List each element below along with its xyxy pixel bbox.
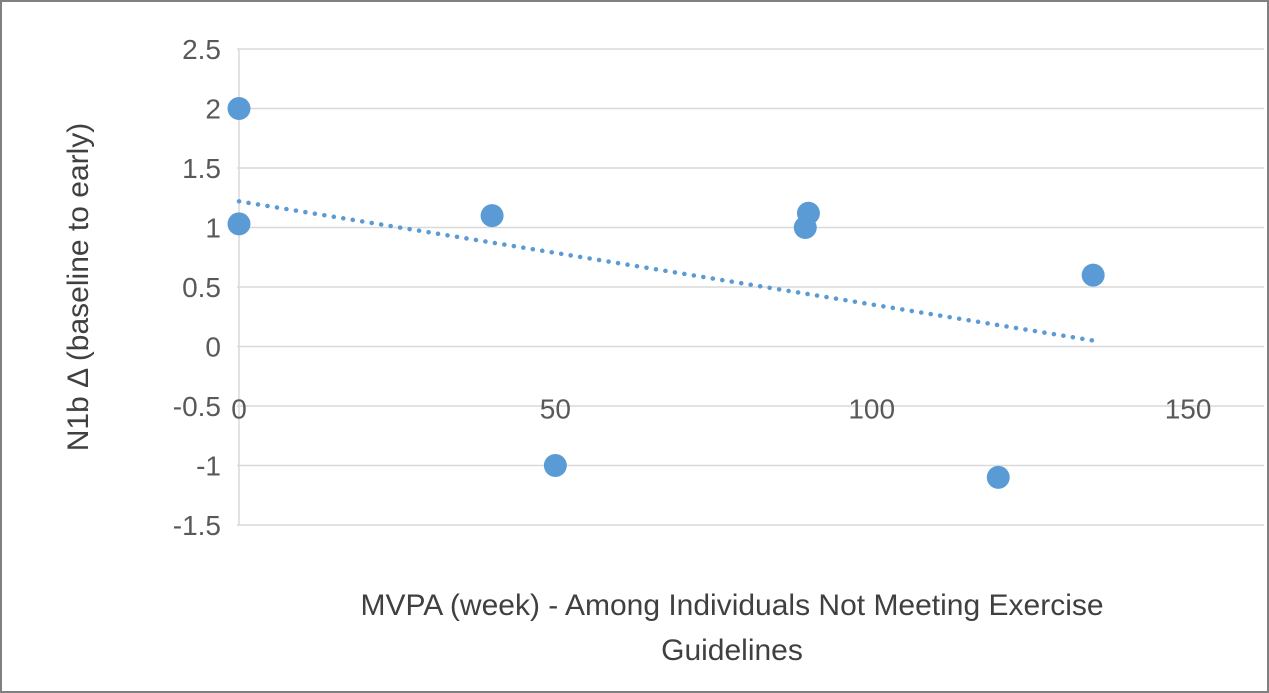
data-point (543, 454, 567, 477)
trendline-layer (236, 199, 1096, 343)
y-tick-label: 0.5 (182, 272, 221, 303)
x-tick-label: 50 (540, 394, 571, 425)
data-point (227, 97, 251, 120)
y-tick-label: -1.5 (173, 510, 221, 541)
data-point (480, 204, 504, 228)
y-tick-label: 2.5 (182, 34, 221, 65)
y-tick-label: 1 (205, 213, 221, 244)
data-points-layer (227, 97, 1105, 489)
x-tick-label: 150 (1165, 394, 1212, 425)
y-tick-label: 1.5 (182, 153, 221, 184)
y-tick-label: 2 (205, 94, 221, 125)
y-axis-tick-labels: 2.5 2 1.5 1 0.5 0 -0.5 -1 -1.5 (173, 34, 221, 541)
trendline (236, 199, 1096, 343)
y-tick-label: -0.5 (173, 391, 221, 422)
y-tick-label: -1 (196, 451, 221, 482)
data-point (227, 212, 251, 236)
x-axis-title-line1: MVPA (week) - Among Individuals Not Meet… (360, 589, 1103, 622)
x-tick-label: 0 (231, 394, 247, 425)
y-axis-title: N1b Δ (baseline to early) (62, 123, 95, 452)
x-axis-tick-labels: 0 50 100 150 (231, 394, 1211, 425)
data-point (1081, 263, 1105, 287)
x-axis-title-line2: Guidelines (661, 634, 803, 667)
gridlines (237, 48, 1264, 526)
x-tick-label: 100 (848, 394, 895, 425)
data-point (986, 465, 1010, 489)
data-point (793, 216, 817, 239)
y-tick-label: 0 (205, 332, 221, 363)
